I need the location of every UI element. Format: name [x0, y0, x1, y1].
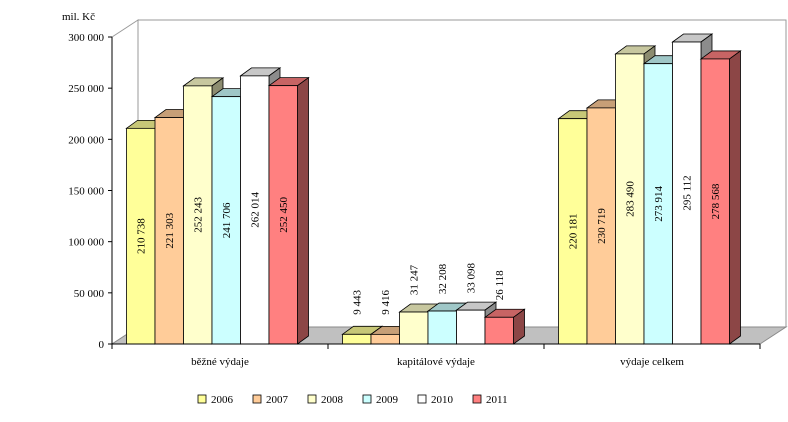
- bar-value-label: 26 118: [494, 270, 506, 300]
- bar-value-label: 262 014: [250, 192, 262, 228]
- legend: 2006 2007 2008 2009 2010 2011: [197, 394, 508, 406]
- legend-swatch: [417, 394, 427, 404]
- bar-value-label: 252 450: [278, 196, 290, 232]
- legend-label: 2009: [376, 394, 399, 406]
- bar: [483, 308, 526, 345]
- legend-label: 2007: [266, 394, 289, 406]
- legend-label: 2010: [431, 394, 454, 406]
- y-tick-label: 150 000: [68, 186, 104, 198]
- bar-value-label: 278 568: [710, 183, 722, 219]
- bar-front: [427, 310, 457, 345]
- legend-label: 2011: [486, 394, 508, 406]
- bar-value-label: 230 719: [596, 208, 608, 244]
- y-axis-unit-label: mil. Kč: [62, 11, 95, 23]
- x-axis: běžné výdaje kapitálové výdaje výdaje celk…: [111, 343, 761, 368]
- bar-front: [268, 85, 298, 345]
- legend-item: 2008: [307, 394, 344, 406]
- bar-value-label: 241 706: [221, 202, 233, 238]
- bar-front: [700, 58, 730, 345]
- x-category-label: běžné výdaje: [191, 356, 249, 368]
- y-tick-label: 50 000: [74, 288, 105, 300]
- bar: [267, 76, 310, 345]
- bar: [699, 50, 742, 345]
- bar-value-label: 273 914: [653, 185, 665, 221]
- bar-front: [211, 96, 241, 345]
- bar-value-label: 9 416: [380, 289, 392, 314]
- bar-value-label: 221 303: [164, 212, 176, 248]
- legend-swatch: [197, 394, 207, 404]
- bar-value-label: 9 443: [352, 289, 364, 314]
- legend-swatch: [362, 394, 372, 404]
- bar-side: [729, 50, 741, 345]
- legend-item: 2009: [362, 394, 399, 406]
- legend-item: 2007: [252, 394, 289, 406]
- legend-item: 2006: [197, 394, 234, 406]
- bar-side: [297, 76, 309, 345]
- y-tick-label: 0: [99, 339, 105, 351]
- y-tick-label: 100 000: [68, 237, 104, 249]
- bar-front: [342, 333, 372, 345]
- bar-front: [456, 309, 486, 345]
- bar-front: [154, 117, 184, 345]
- x-category-label: kapitálové výdaje: [397, 356, 475, 368]
- bar-value-label: 31 247: [409, 264, 421, 295]
- legend-item: 2010: [417, 394, 454, 406]
- bar-front: [643, 63, 673, 345]
- bar-value-label: 210 738: [136, 218, 148, 254]
- bar-front: [126, 127, 156, 345]
- bar-front: [370, 333, 400, 345]
- legend-swatch: [307, 394, 317, 404]
- bar-front: [484, 316, 514, 345]
- legend-swatch: [472, 394, 482, 404]
- legend-label: 2008: [321, 394, 344, 406]
- bar-value-label: 32 208: [437, 263, 449, 294]
- bar-front: [586, 107, 616, 345]
- bars: 210 738 221 303 252 243 241 706 262 014 252 4…: [125, 33, 742, 345]
- x-category-label: výdaje celkem: [620, 356, 684, 368]
- y-axis: 0 50 000 100 000 150 000 200 000 250 000 300 0…: [68, 32, 113, 351]
- bar-front: [399, 311, 429, 345]
- bar-value-label: 295 112: [682, 175, 694, 210]
- bar-front: [558, 118, 588, 345]
- bar-value-label: 33 098: [466, 263, 478, 294]
- bar-value-label: 220 181: [568, 213, 580, 249]
- y-tick-label: 300 000: [68, 32, 104, 44]
- legend-label: 2006: [211, 394, 234, 406]
- y-tick-label: 250 000: [68, 83, 104, 95]
- bar-value-label: 252 243: [193, 197, 205, 233]
- legend-swatch: [252, 394, 262, 404]
- legend-item: 2011: [472, 394, 508, 406]
- bar-value-label: 283 490: [625, 181, 637, 217]
- y-tick-label: 200 000: [68, 134, 104, 146]
